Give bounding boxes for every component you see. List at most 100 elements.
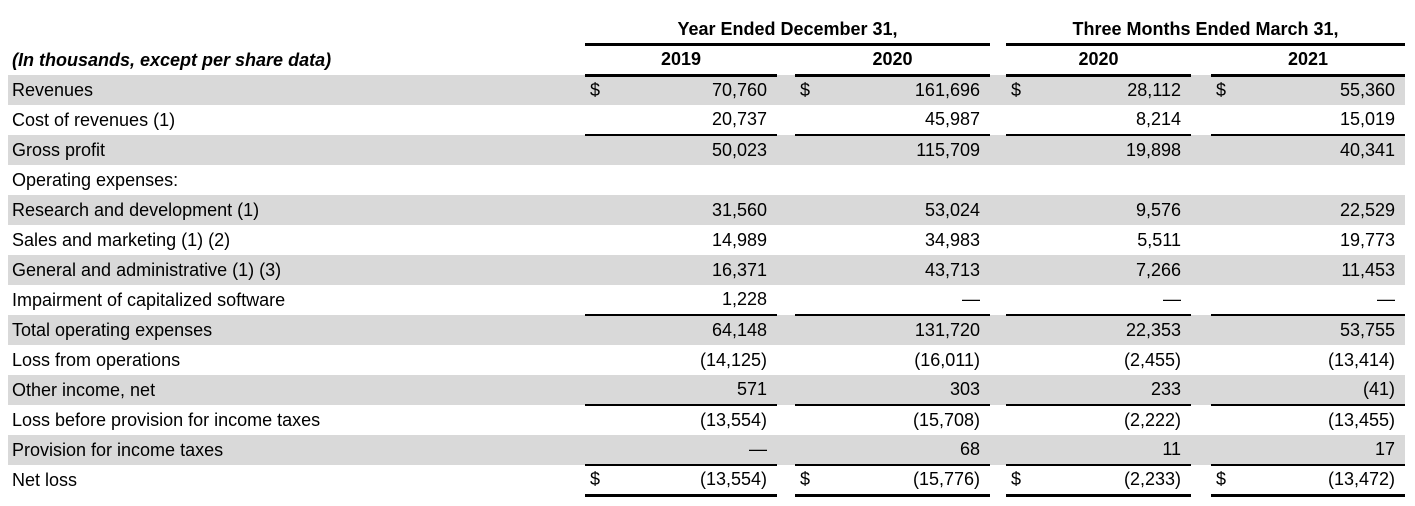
cell-value: 64,148 — [711, 320, 767, 340]
cell-q1-2021: 19,773 — [1211, 225, 1405, 255]
cell-q1-2021: (41) — [1211, 375, 1406, 406]
column-spacer — [990, 315, 1006, 345]
row-other-income-net: Other income, net 571 303 233 (41) — [8, 375, 1406, 406]
row-revenues: Revenues $70,760 $161,696 $28,112 $55,36… — [8, 75, 1406, 105]
row-research-and-development: Research and development (1) 31,560 53,0… — [8, 195, 1406, 225]
column-header-q1-2021: 2021 — [1211, 44, 1406, 77]
cell-value: (13,414) — [1327, 349, 1396, 370]
cell-q1-2021: 40,341 — [1211, 135, 1406, 165]
cell-fy2020: — — [795, 285, 990, 316]
cell-value: 43,713 — [924, 259, 980, 280]
cell-q1-2021: (13,455) — [1211, 405, 1405, 435]
column-spacer — [777, 465, 795, 495]
column-spacer — [990, 285, 1006, 315]
cell-fy2019: 31,560 — [585, 195, 777, 225]
cell-q1-2021: 11,453 — [1211, 255, 1406, 285]
cell-q1-2020: 11 — [1006, 435, 1191, 466]
cell-value: (41) — [1363, 379, 1396, 399]
column-spacer — [1191, 44, 1211, 75]
cell-fy2020: 68 — [795, 435, 990, 466]
column-spacer — [1191, 135, 1211, 165]
cell-q1-2021: 22,529 — [1211, 195, 1406, 225]
column-spacer — [1191, 285, 1211, 315]
cell-value: (13,554) — [699, 469, 767, 490]
cell-value: 17 — [1375, 439, 1396, 459]
cell-q1-2020: $28,112 — [1006, 75, 1191, 105]
cell-q1-2021: — — [1211, 285, 1406, 316]
row-provision-for-income-taxes: Provision for income taxes — 68 11 17 — [8, 435, 1406, 466]
cell-value: 131,720 — [914, 320, 980, 340]
period-group-header-row: Year Ended December 31, Three Months End… — [8, 6, 1406, 46]
cell-value: (13,455) — [1327, 410, 1396, 430]
cell-fy2019: $70,760 — [585, 75, 777, 105]
cell-value: 19,773 — [1339, 229, 1396, 250]
income-statement-table: Year Ended December 31, Three Months End… — [8, 6, 1406, 497]
column-spacer — [990, 225, 1006, 255]
cell-q1-2020: — — [1006, 285, 1191, 316]
cell-value: 31,560 — [711, 199, 767, 220]
cell-fy2020: 34,983 — [795, 225, 990, 255]
row-label: Loss from operations — [12, 349, 181, 370]
row-gross-profit: Gross profit 50,023 115,709 19,898 40,34… — [8, 135, 1406, 165]
column-spacer — [777, 75, 795, 105]
cell-fy2019 — [585, 165, 777, 195]
cell-fy2019: 571 — [585, 375, 777, 406]
cell-value: 50,023 — [711, 140, 767, 160]
cell-value: 115,709 — [916, 140, 980, 160]
cell-q1-2020: 8,214 — [1006, 105, 1191, 136]
cell-value: 1,228 — [721, 289, 767, 309]
dollar-sign: $ — [800, 80, 811, 101]
row-label: Cost of revenues (1) — [12, 109, 176, 130]
cell-value: 7,266 — [1135, 259, 1181, 280]
cell-value: 40,341 — [1339, 140, 1396, 160]
cell-value: (15,776) — [912, 469, 980, 490]
column-spacer — [1191, 315, 1211, 345]
cell-value: (13,554) — [699, 410, 767, 430]
cell-fy2019: 14,989 — [585, 225, 777, 255]
cell-value: (2,233) — [1123, 469, 1181, 490]
cell-q1-2021: 53,755 — [1211, 315, 1406, 345]
cell-fy2019: (14,125) — [585, 345, 777, 375]
row-label: General and administrative (1) (3) — [8, 255, 585, 285]
column-spacer — [777, 255, 795, 285]
column-spacer — [990, 195, 1006, 225]
cell-q1-2021 — [1211, 165, 1405, 195]
cell-value: 22,353 — [1125, 320, 1181, 340]
row-label: Operating expenses: — [12, 169, 179, 190]
column-header-fy2020: 2020 — [795, 44, 990, 77]
cell-q1-2020 — [1006, 165, 1191, 195]
row-label: Gross profit — [8, 135, 585, 165]
cell-value: 22,529 — [1339, 199, 1396, 220]
cell-value: — — [1163, 289, 1181, 309]
column-spacer — [1191, 255, 1211, 285]
column-header-fy2019: 2019 — [585, 44, 777, 77]
row-loss-from-operations: Loss from operations (14,125) (16,011) (… — [8, 345, 1405, 375]
cell-value: 14,989 — [711, 229, 767, 250]
row-loss-before-provision-for-income-taxes: Loss before provision for income taxes (… — [8, 405, 1405, 435]
row-label: Sales and marketing (1) (2) — [12, 229, 231, 250]
column-spacer — [777, 345, 795, 375]
cell-value: (13,472) — [1327, 469, 1396, 490]
column-spacer — [777, 165, 795, 195]
cell-fy2020: 45,987 — [795, 105, 990, 136]
row-operating-expenses-heading: Operating expenses: — [8, 165, 1405, 195]
column-spacer — [777, 225, 795, 255]
row-sales-and-marketing: Sales and marketing (1) (2) 14,989 34,98… — [8, 225, 1405, 255]
cell-q1-2020: 7,266 — [1006, 255, 1191, 285]
column-spacer — [990, 105, 1006, 135]
column-spacer — [990, 44, 1006, 75]
row-general-and-administrative: General and administrative (1) (3) 16,37… — [8, 255, 1406, 285]
cell-value: 20,737 — [711, 109, 767, 129]
cell-q1-2021: 17 — [1211, 435, 1406, 466]
column-spacer — [990, 435, 1006, 465]
cell-value: 11,453 — [1341, 259, 1396, 280]
column-spacer — [777, 435, 795, 465]
column-spacer — [990, 6, 1006, 44]
column-spacer — [990, 345, 1006, 375]
cell-fy2020: (15,708) — [795, 405, 990, 435]
cell-value: 571 — [736, 379, 767, 399]
column-spacer — [1191, 375, 1211, 405]
cell-value: 9,576 — [1135, 199, 1181, 220]
cell-fy2020: $ (15,776) — [795, 465, 990, 497]
column-spacer — [990, 165, 1006, 195]
